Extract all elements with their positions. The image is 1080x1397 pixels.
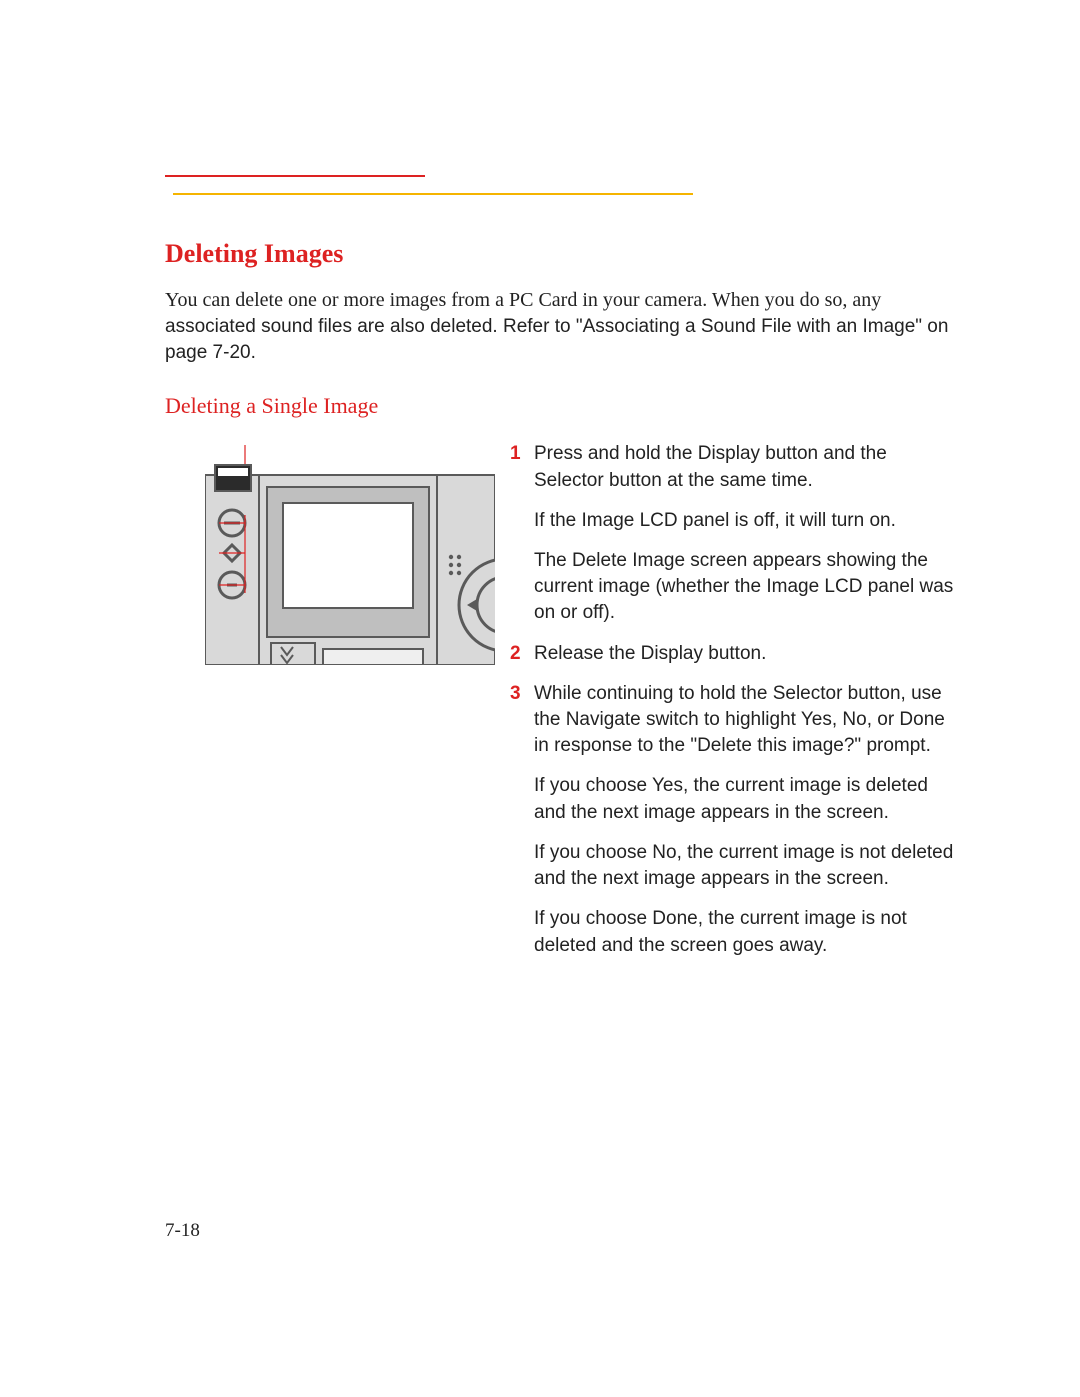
subsection-heading: Deleting a Single Image: [165, 393, 955, 419]
steps-column: 1 Press and hold the Display button and …: [510, 441, 955, 973]
step-number: 3: [510, 681, 534, 959]
rule-red: [165, 175, 425, 177]
step-item: 3 While continuing to hold the Selector …: [510, 681, 955, 959]
step-text: While continuing to hold the Selector bu…: [534, 681, 955, 760]
step-item: 2 Release the Display button.: [510, 641, 955, 667]
figure-column: [165, 441, 510, 680]
step-text: If you choose No, the current image is n…: [534, 840, 955, 892]
step-text: The Delete Image screen appears showing …: [534, 548, 955, 627]
step-text: Release the Display button.: [534, 641, 955, 667]
step-text: If you choose Yes, the current image is …: [534, 773, 955, 825]
step-text: If the Image LCD panel is off, it will t…: [534, 508, 955, 534]
intro-rest: associated sound files are also deleted.…: [165, 316, 948, 363]
intro-lead: You can delete one or more images from a…: [165, 289, 881, 311]
step-number: 1: [510, 441, 534, 626]
intro-paragraph: You can delete one or more images from a…: [165, 287, 955, 365]
camera-diagram: [205, 445, 495, 675]
page-number: 7-18: [165, 1220, 200, 1242]
step-item: 1 Press and hold the Display button and …: [510, 441, 955, 626]
step-text: If you choose Done, the current image is…: [534, 906, 955, 958]
step-text: Press and hold the Display button and th…: [534, 441, 955, 493]
rule-yellow: [173, 193, 693, 195]
header-rule: [165, 175, 955, 211]
section-heading: Deleting Images: [165, 239, 955, 269]
step-number: 2: [510, 641, 534, 667]
